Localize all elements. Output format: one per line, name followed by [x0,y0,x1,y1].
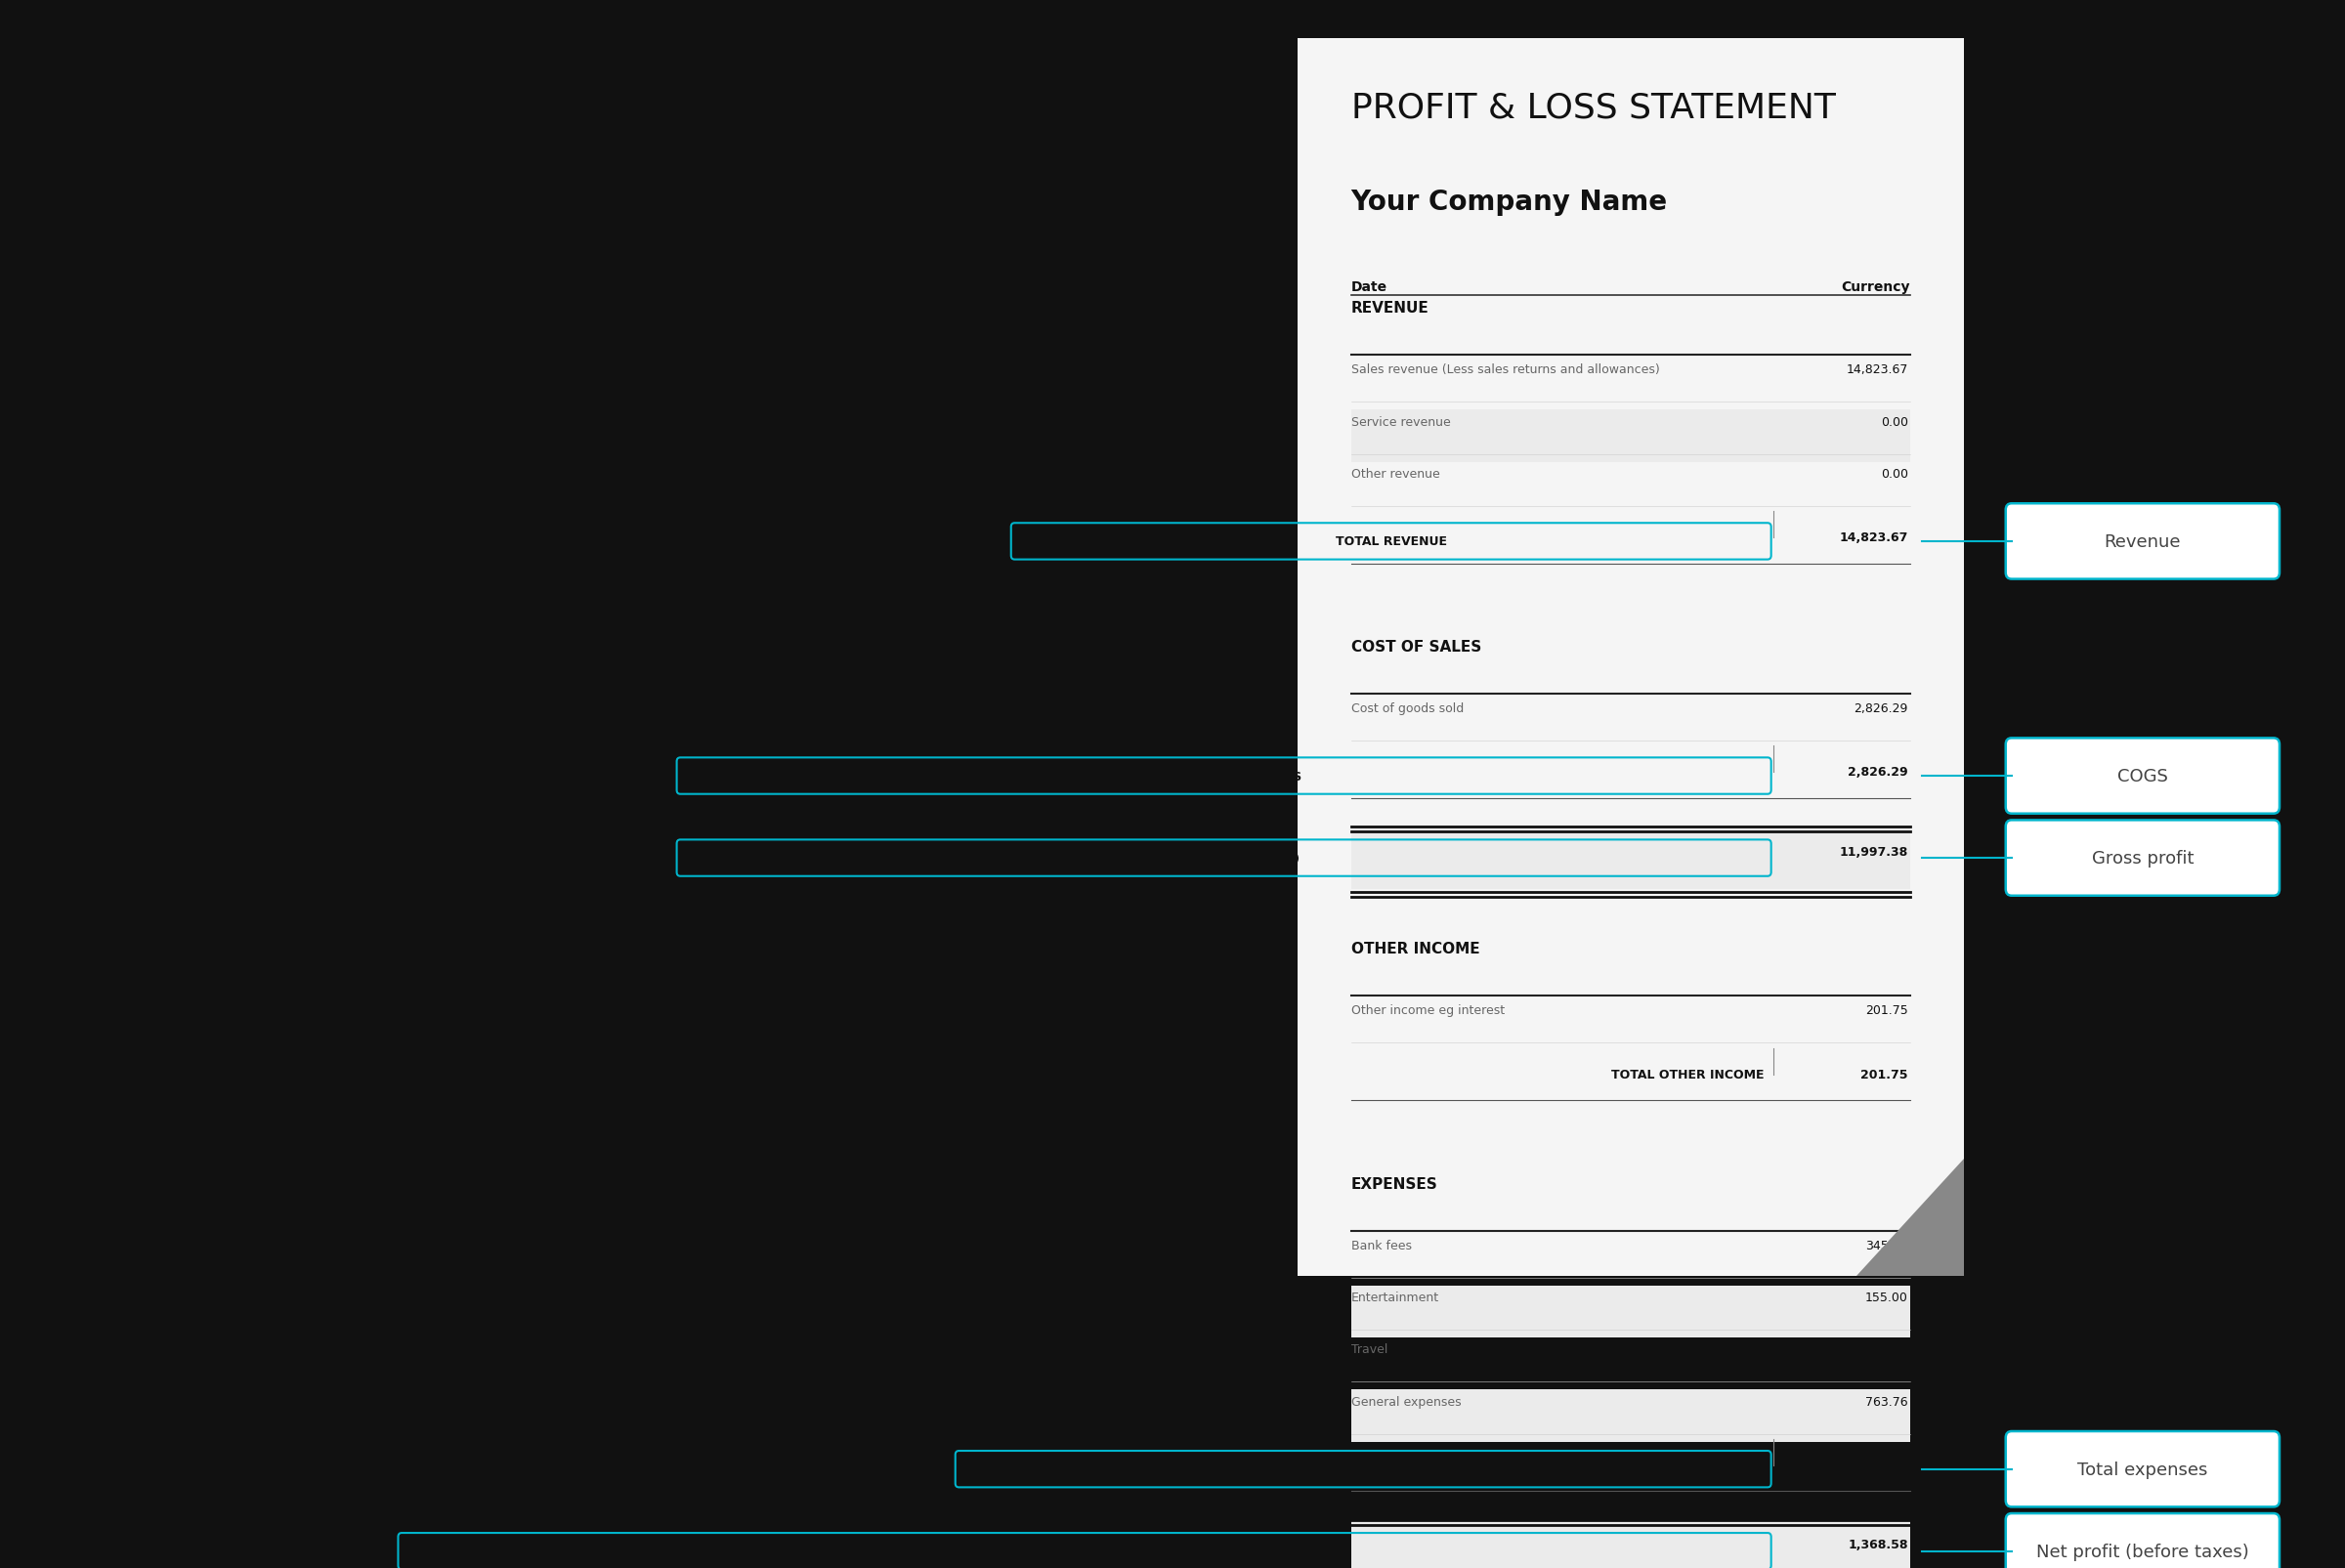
Text: Currency: Currency [1841,281,1911,293]
Text: Total expenses: Total expenses [2078,1460,2207,1479]
Text: Other income eg interest: Other income eg interest [1351,1004,1505,1016]
Text: Entertainment: Entertainment [1351,1290,1440,1303]
FancyBboxPatch shape [2005,739,2279,814]
Text: 763.76: 763.76 [1864,1396,1909,1408]
Text: 0.00: 0.00 [1881,467,1909,480]
Text: Gross profit: Gross profit [2092,850,2193,867]
Text: 10,830.55: 10,830.55 [1838,1458,1909,1471]
Polygon shape [1857,1159,1965,1276]
Text: Cost of goods sold: Cost of goods sold [1351,702,1463,715]
Text: 2,826.29: 2,826.29 [1855,702,1909,715]
Text: 201.75: 201.75 [1860,1068,1909,1080]
FancyBboxPatch shape [2005,1432,2279,1507]
FancyBboxPatch shape [2005,820,2279,895]
Text: 201.75: 201.75 [1864,1004,1909,1016]
Text: Revenue: Revenue [2103,533,2181,550]
Text: Bank fees: Bank fees [1351,1239,1412,1251]
Text: 155.00: 155.00 [1864,1290,1909,1303]
Text: EXPENSES: EXPENSES [1351,1176,1437,1190]
Text: Sales revenue (Less sales returns and allowances): Sales revenue (Less sales returns and al… [1351,364,1660,376]
FancyBboxPatch shape [2005,1513,2279,1568]
Text: Your Company Name: Your Company Name [1351,188,1667,216]
Text: 1,368.58: 1,368.58 [1848,1538,1909,1551]
Text: TOTAL COST OF SALES: TOTAL COST OF SALES [1147,770,1301,782]
Text: TOTAL REVENUE: TOTAL REVENUE [1334,535,1447,549]
Text: Travel: Travel [1351,1342,1388,1355]
Text: REVENUE: REVENUE [1351,301,1428,315]
Text: General expenses: General expenses [1351,1396,1461,1408]
Text: PROFIT (LOSS) BEFORE TAX: PROFIT (LOSS) BEFORE TAX [990,1544,1180,1557]
Text: 14,823.67: 14,823.67 [1846,364,1909,376]
Bar [1351,1286,1911,1338]
FancyBboxPatch shape [1297,39,1965,1276]
Bar [1351,411,1911,463]
Text: 11,997.38: 11,997.38 [1838,845,1909,858]
Text: 345.67: 345.67 [1864,1239,1909,1251]
Text: 2,826.29: 2,826.29 [1848,765,1909,778]
Text: PROFIT & LOSS STATEMENT: PROFIT & LOSS STATEMENT [1351,91,1836,124]
FancyBboxPatch shape [2005,503,2279,580]
Text: Net profit (before taxes): Net profit (before taxes) [2035,1543,2249,1560]
Text: Other revenue: Other revenue [1351,467,1440,480]
Text: TOTAL OTHER INCOME: TOTAL OTHER INCOME [1611,1068,1763,1080]
Text: COGS: COGS [2118,767,2167,786]
Text: Date: Date [1351,281,1388,293]
Text: COST OF SALES: COST OF SALES [1351,640,1482,654]
Text: GROSS PROFIT (LOSS): GROSS PROFIT (LOSS) [1149,851,1299,864]
Bar [1351,1519,1911,1568]
Text: 14,823.67: 14,823.67 [1838,532,1909,544]
Text: OTHER INCOME: OTHER INCOME [1351,942,1480,956]
Bar [1351,826,1911,889]
Text: TOTAL EXPENSES: TOTAL EXPENSES [1304,1463,1423,1475]
Text: 357.89: 357.89 [1864,1342,1909,1355]
Text: Service revenue: Service revenue [1351,416,1449,428]
Bar [1351,1389,1911,1441]
Text: 0.00: 0.00 [1881,416,1909,428]
